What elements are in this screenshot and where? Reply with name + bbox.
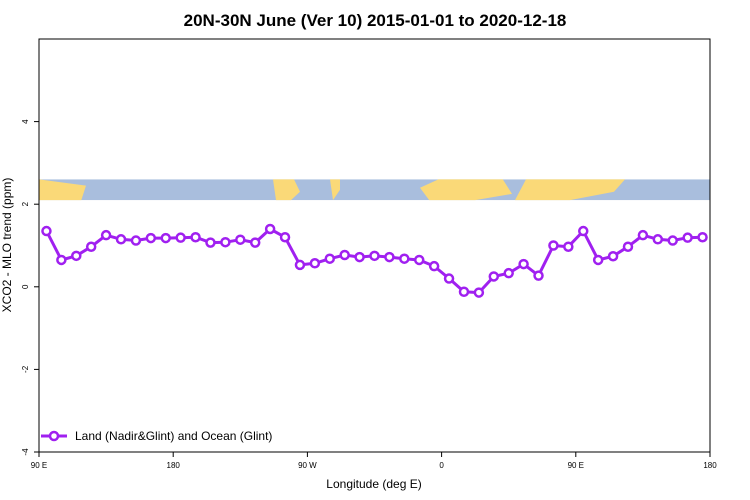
data-point bbox=[309, 258, 321, 269]
series-layer bbox=[41, 223, 708, 298]
data-point bbox=[652, 234, 664, 245]
data-point bbox=[249, 237, 261, 248]
data-point bbox=[607, 250, 619, 262]
data-point bbox=[190, 231, 201, 243]
plot-area bbox=[38, 38, 711, 453]
data-point bbox=[71, 250, 82, 262]
legend-marker-swatch bbox=[48, 430, 60, 442]
data-point bbox=[324, 253, 336, 264]
x-tick-label: 90 E bbox=[568, 461, 584, 470]
x-tick-label: 180 bbox=[167, 461, 181, 470]
data-point bbox=[637, 229, 649, 241]
data-point bbox=[56, 254, 67, 266]
plot-frame bbox=[38, 38, 711, 453]
data-point bbox=[264, 223, 276, 235]
data-point bbox=[592, 254, 604, 266]
data-point bbox=[473, 287, 485, 298]
map-land bbox=[330, 179, 340, 201]
data-point bbox=[294, 259, 306, 271]
data-point bbox=[458, 286, 470, 298]
data-point bbox=[160, 232, 171, 244]
data-point bbox=[503, 267, 514, 279]
map-land bbox=[273, 179, 300, 201]
data-point bbox=[443, 273, 455, 284]
data-point bbox=[41, 225, 52, 237]
x-tick-label: 0 bbox=[439, 461, 444, 470]
y-tick-label: -2 bbox=[21, 365, 30, 373]
data-point bbox=[115, 234, 127, 245]
data-point bbox=[145, 232, 157, 244]
data-point bbox=[235, 234, 246, 245]
data-point bbox=[518, 258, 529, 270]
data-point bbox=[399, 253, 410, 264]
data-point bbox=[413, 254, 425, 266]
map-land bbox=[39, 179, 86, 201]
data-point bbox=[279, 231, 291, 243]
map-land bbox=[420, 179, 512, 201]
data-point bbox=[622, 241, 634, 252]
x-axis-label: Longitude (deg E) bbox=[326, 477, 421, 491]
map-land bbox=[515, 179, 625, 201]
data-point bbox=[369, 250, 380, 262]
y-axis-ticks: -4 -2 0 2 4 bbox=[21, 119, 39, 456]
y-tick-label: 4 bbox=[21, 119, 30, 124]
data-point bbox=[428, 260, 440, 272]
data-point bbox=[220, 236, 231, 248]
data-point bbox=[205, 237, 216, 248]
y-tick-label: 0 bbox=[21, 284, 30, 289]
data-point bbox=[85, 241, 97, 252]
chart-title: 20N-30N June (Ver 10) 2015-01-01 to 2020… bbox=[184, 11, 567, 30]
x-tick-label: 90 W bbox=[298, 461, 317, 470]
world-map-strip bbox=[39, 179, 710, 201]
data-point bbox=[130, 235, 142, 246]
x-tick-label: 180 bbox=[703, 461, 717, 470]
legend-label: Land (Nadir&Glint) and Ocean (Glint) bbox=[75, 429, 272, 443]
data-point bbox=[578, 225, 589, 237]
data-point bbox=[175, 232, 186, 243]
x-tick-label: 90 E bbox=[31, 461, 47, 470]
y-axis-label: XCO2 - MLO trend (ppm) bbox=[0, 178, 14, 313]
data-point bbox=[100, 229, 112, 241]
data-point bbox=[697, 231, 708, 243]
data-point bbox=[384, 251, 395, 263]
data-point bbox=[488, 271, 500, 282]
data-point bbox=[682, 232, 693, 243]
data-point bbox=[563, 241, 574, 252]
data-point bbox=[339, 249, 350, 261]
x-axis-ticks: 90 E 180 90 W 0 90 E 180 bbox=[31, 452, 717, 470]
data-point bbox=[533, 270, 544, 281]
data-point bbox=[548, 240, 559, 251]
y-tick-label: 2 bbox=[21, 201, 30, 206]
data-point bbox=[667, 235, 678, 246]
legend: Land (Nadir&Glint) and Ocean (Glint) bbox=[41, 429, 272, 443]
data-point bbox=[354, 251, 365, 263]
y-tick-label: -4 bbox=[21, 448, 30, 456]
